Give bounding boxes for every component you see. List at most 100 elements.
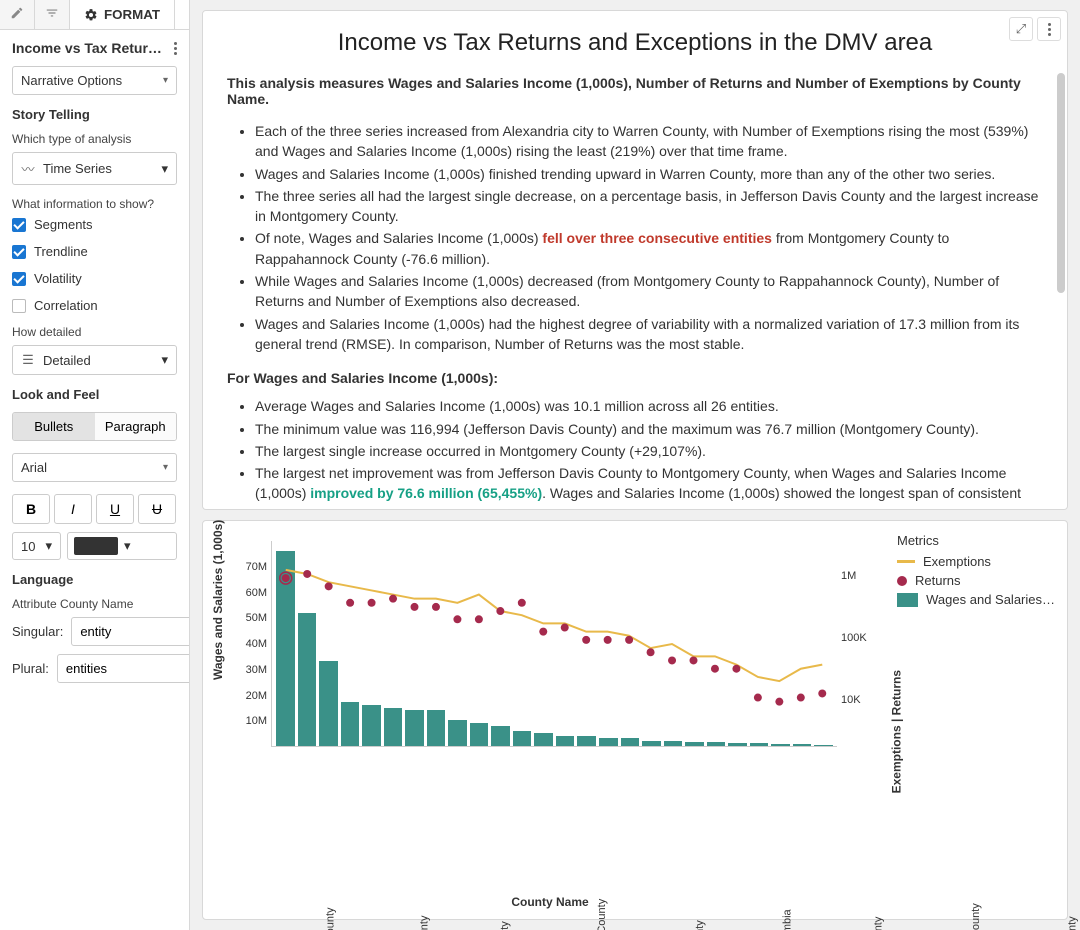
tab-filter[interactable] <box>35 0 70 29</box>
bar[interactable] <box>556 736 575 746</box>
legend-item[interactable]: Wages and Salaries… <box>897 592 1055 607</box>
bar[interactable] <box>513 731 532 746</box>
bar[interactable] <box>491 726 510 747</box>
chevron-down-icon: ▾ <box>163 462 168 473</box>
legend-swatch <box>897 576 907 586</box>
paragraph-button[interactable]: Paragraph <box>95 413 177 440</box>
y-left-tick: 60M <box>239 587 267 599</box>
narrative-options-select[interactable]: Narrative Options ▾ <box>12 66 177 95</box>
panel-more-icon[interactable] <box>174 42 177 55</box>
y-left-label: Wages and Salaries (1,000s) <box>211 520 225 680</box>
analysis-type-select[interactable]: 〰 Time Series ▾ <box>12 152 177 185</box>
attribute-label: Attribute County Name <box>12 597 177 611</box>
bar[interactable] <box>771 744 790 746</box>
scroll-thumb[interactable] <box>1057 73 1065 293</box>
chart-legend: Metrics Exemptions Returns Wages and Salar… <box>885 533 1055 907</box>
plural-input[interactable] <box>57 654 190 683</box>
bar[interactable] <box>405 710 424 746</box>
bar[interactable] <box>685 742 704 746</box>
bar[interactable] <box>814 745 833 746</box>
chart-card: Wages and Salaries (1,000s) Exemptions |… <box>202 520 1068 920</box>
bullets-button[interactable]: Bullets <box>13 413 95 440</box>
bar[interactable] <box>750 743 769 746</box>
chevron-down-icon: ▾ <box>161 161 168 177</box>
narrative-bullet: Of note, Wages and Salaries Income (1,00… <box>255 228 1043 269</box>
bar[interactable] <box>793 744 812 746</box>
x-tick-label: Prince William County <box>969 903 981 930</box>
expand-icon[interactable]: ⤢ <box>1009 17 1033 41</box>
bar[interactable] <box>534 733 553 746</box>
font-value: Arial <box>21 460 47 475</box>
narrative-bullets-2: Average Wages and Salaries Income (1,000… <box>227 396 1043 510</box>
bar[interactable] <box>319 661 338 746</box>
strike-button[interactable]: U <box>138 494 176 524</box>
bar[interactable] <box>728 743 747 746</box>
y-right-tick: 10K <box>841 694 871 706</box>
italic-button[interactable]: I <box>54 494 92 524</box>
bar[interactable] <box>448 720 467 746</box>
scrollbar[interactable] <box>1057 19 1065 501</box>
singular-input[interactable] <box>71 617 190 646</box>
font-size-select[interactable]: 10 ▾ <box>12 532 61 560</box>
narrative-title: Income vs Tax Returns and Exceptions in … <box>227 29 1043 57</box>
font-color-select[interactable]: ▾ <box>67 532 177 560</box>
legend-label: Returns <box>915 573 961 588</box>
narrative-bullet: The largest single increase occurred in … <box>255 441 1043 461</box>
checkbox-correlation[interactable] <box>12 299 26 313</box>
color-swatch <box>74 537 118 555</box>
format-sidebar: FORMAT Income vs Tax Retur… Narrative Op… <box>0 0 190 930</box>
font-size-value: 10 <box>21 539 35 554</box>
font-select[interactable]: Arial ▾ <box>12 453 177 482</box>
checkbox-trendline-label: Trendline <box>34 244 88 259</box>
info-show-label: What information to show? <box>12 197 177 211</box>
narrative-bullet: Wages and Salaries Income (1,000s) had t… <box>255 314 1043 355</box>
singular-label: Singular: <box>12 624 63 639</box>
x-tick-label: Jefferson County <box>419 916 431 930</box>
chevron-down-icon: ▾ <box>124 538 131 554</box>
bar[interactable] <box>642 741 661 746</box>
bar[interactable] <box>664 741 683 746</box>
analysis-type-value: Time Series <box>43 161 112 176</box>
bar[interactable] <box>621 738 640 746</box>
narrative-bullet: The minimum value was 116,994 (Jefferson… <box>255 419 1043 439</box>
bar[interactable] <box>427 710 446 746</box>
sidebar-tabs: FORMAT <box>0 0 189 30</box>
chevron-down-icon: ▾ <box>163 75 168 86</box>
underline-button[interactable]: U <box>96 494 134 524</box>
legend-swatch <box>897 560 915 563</box>
checkbox-segments[interactable] <box>12 218 26 232</box>
legend-swatch <box>897 593 918 607</box>
legend-title: Metrics <box>897 533 1055 548</box>
legend-item[interactable]: Returns <box>897 573 1055 588</box>
y-right-tick: 100K <box>841 632 871 644</box>
narrative-options-label: Narrative Options <box>21 73 122 88</box>
narrative-bullet: While Wages and Salaries Income (1,000s)… <box>255 271 1043 312</box>
tab-format[interactable]: FORMAT <box>70 0 175 29</box>
bar[interactable] <box>362 705 381 746</box>
y-left-tick: 10M <box>239 715 267 727</box>
bar[interactable] <box>298 613 317 746</box>
bar[interactable] <box>599 738 618 746</box>
checkbox-segments-label: Segments <box>34 217 93 232</box>
checkbox-trendline[interactable] <box>12 245 26 259</box>
legend-item[interactable]: Exemptions <box>897 554 1055 569</box>
language-header: Language <box>12 572 177 587</box>
checkbox-volatility[interactable] <box>12 272 26 286</box>
panel-title: Income vs Tax Retur… <box>12 40 162 56</box>
bar[interactable] <box>470 723 489 746</box>
chevron-down-icon: ▾ <box>161 352 168 368</box>
y-left-tick: 20M <box>239 690 267 702</box>
tab-edit[interactable] <box>0 0 35 29</box>
checkbox-correlation-label: Correlation <box>34 298 98 313</box>
bold-button[interactable]: B <box>12 494 50 524</box>
bar[interactable] <box>577 736 596 746</box>
x-tick-label: Montgomery County <box>325 907 337 930</box>
narrative-intro: This analysis measures Wages and Salarie… <box>227 75 1043 107</box>
bar[interactable] <box>707 742 726 746</box>
bar[interactable] <box>276 551 295 746</box>
x-tick-label: Loudoun County <box>872 917 884 930</box>
look-feel-header: Look and Feel <box>12 387 177 402</box>
bar[interactable] <box>384 708 403 746</box>
detail-level-select[interactable]: ☰ Detailed ▾ <box>12 345 177 375</box>
bar[interactable] <box>341 702 360 746</box>
